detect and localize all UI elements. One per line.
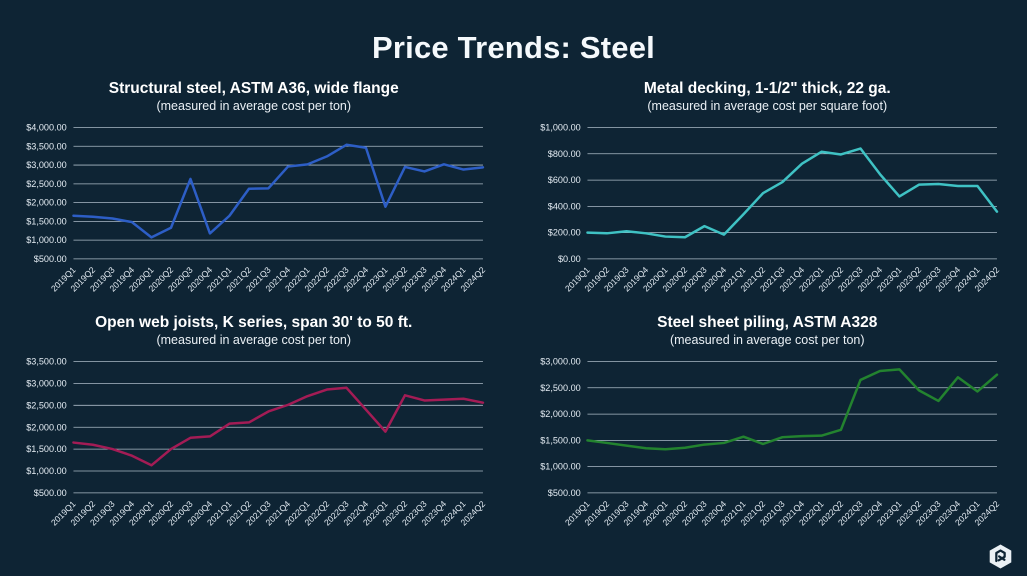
svg-text:$2,500.00: $2,500.00 bbox=[540, 383, 581, 393]
svg-text:$3,000.00: $3,000.00 bbox=[26, 160, 67, 170]
svg-text:$200.00: $200.00 bbox=[547, 228, 580, 238]
svg-text:$500.00: $500.00 bbox=[547, 488, 580, 498]
svg-text:$3,500.00: $3,500.00 bbox=[26, 357, 67, 367]
svg-text:$3,000.00: $3,000.00 bbox=[26, 378, 67, 388]
chart-subtitle-structural-steel: (measured in average cost per ton) bbox=[156, 99, 352, 113]
svg-text:$4,000.00: $4,000.00 bbox=[26, 123, 67, 133]
open-web-joists-line-chart: $3,500.00 $3,000.00 $2,500.00 $2,000.00 $1,5… bbox=[26, 357, 487, 528]
steel-sheet-piling-line-chart: $3,000.00 $2,500.00 $2,000.00 $1,500.00 $1,0… bbox=[540, 357, 1001, 528]
svg-text:$1,500.00: $1,500.00 bbox=[26, 444, 67, 454]
svg-text:$800.00: $800.00 bbox=[547, 149, 580, 159]
svg-text:$2,000.00: $2,000.00 bbox=[26, 198, 67, 208]
svg-text:$2,500.00: $2,500.00 bbox=[26, 400, 67, 410]
svg-text:$1,500.00: $1,500.00 bbox=[26, 216, 67, 226]
svg-text:$400.00: $400.00 bbox=[547, 201, 580, 211]
page-title: Price Trends: Steel bbox=[372, 30, 655, 65]
svg-text:$1,000.00: $1,000.00 bbox=[540, 123, 581, 133]
metal-decking-line-chart: $1,000.00 $800.00 $600.00 $400.00 $200.00 $0.… bbox=[540, 123, 1001, 294]
svg-text:$500.00: $500.00 bbox=[34, 254, 67, 264]
chart-title-steel-sheet-piling: Steel sheet piling, ASTM A328 bbox=[657, 314, 878, 331]
chart-title-open-web-joists: Open web joists, K series, span 30' to 5… bbox=[95, 314, 413, 331]
svg-text:$600.00: $600.00 bbox=[547, 175, 580, 185]
svg-text:$1,000.00: $1,000.00 bbox=[540, 462, 581, 472]
chart-structural-steel: Structural steel, ASTM A36, wide flange … bbox=[14, 76, 494, 304]
svg-text:$2,500.00: $2,500.00 bbox=[26, 179, 67, 189]
svg-text:$2,000.00: $2,000.00 bbox=[26, 422, 67, 432]
svg-text:$500.00: $500.00 bbox=[34, 488, 67, 498]
svg-text:$1,500.00: $1,500.00 bbox=[540, 435, 581, 445]
brand-logo bbox=[987, 543, 1014, 570]
chart-subtitle-open-web-joists: (measured in average cost per ton) bbox=[156, 333, 352, 347]
chart-metal-decking: Metal decking, 1-1/2" thick, 22 ga. (mea… bbox=[528, 76, 1008, 304]
charts-grid: Structural steel, ASTM A36, wide flange … bbox=[0, 66, 1027, 538]
svg-text:$2,000.00: $2,000.00 bbox=[540, 409, 581, 419]
chart-subtitle-metal-decking: (measured in average cost per square foo… bbox=[647, 99, 888, 113]
chart-title-metal-decking: Metal decking, 1-1/2" thick, 22 ga. bbox=[643, 80, 891, 97]
svg-text:$1,000.00: $1,000.00 bbox=[26, 235, 67, 245]
structural-steel-line-chart: $4,000.00 $3,500.00 $3,000.00 $2,500.00 $2,0… bbox=[26, 123, 487, 294]
chart-steel-sheet-piling: Steel sheet piling, ASTM A328 (measured … bbox=[528, 310, 1008, 538]
svg-text:$1,000.00: $1,000.00 bbox=[26, 466, 67, 476]
svg-text:$3,500.00: $3,500.00 bbox=[26, 141, 67, 151]
chart-title-structural-steel: Structural steel, ASTM A36, wide flange bbox=[108, 80, 399, 97]
svg-text:$0.00: $0.00 bbox=[557, 254, 580, 264]
svg-text:$3,000.00: $3,000.00 bbox=[540, 357, 581, 367]
chart-subtitle-steel-sheet-piling: (measured in average cost per ton) bbox=[669, 333, 865, 347]
hexagon-logo-icon bbox=[989, 544, 1012, 569]
chart-open-web-joists: Open web joists, K series, span 30' to 5… bbox=[14, 310, 494, 538]
